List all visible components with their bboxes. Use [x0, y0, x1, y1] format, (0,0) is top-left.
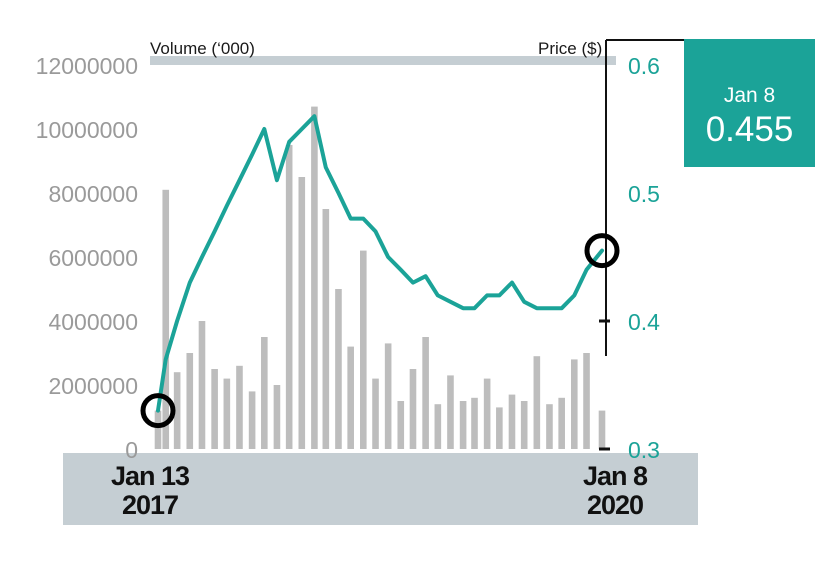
volume-bar: [397, 401, 405, 449]
volume-bar: [322, 209, 330, 449]
volume-bar: [384, 343, 392, 449]
start-date-label: Jan 13 2017: [100, 462, 200, 520]
volume-bar: [236, 365, 243, 449]
end-date-label: Jan 8 2020: [565, 462, 665, 520]
volume-bar: [533, 356, 541, 449]
volume-bar: [546, 404, 553, 449]
volume-bar: [558, 397, 565, 449]
latest-price-callout: Jan 8 0.455: [684, 39, 815, 167]
volume-bar: [311, 106, 318, 449]
date-band: [63, 453, 698, 525]
volume-bar: [583, 353, 590, 449]
volume-bar: [347, 346, 354, 449]
end-date-year: 2020: [586, 490, 644, 520]
right-tick-label: 0.4: [628, 309, 660, 335]
volume-bar: [211, 369, 218, 449]
start-date-day: Jan 13: [110, 461, 190, 491]
volume-axis-title: Volume (‘000): [150, 39, 255, 58]
volume-bar: [598, 410, 606, 449]
volume-bar: [471, 397, 478, 449]
volume-bar: [520, 401, 528, 449]
volume-bar: [496, 407, 503, 449]
volume-bar: [459, 401, 467, 449]
left-tick-label: 4000000: [48, 309, 138, 335]
callout-price: 0.455: [705, 110, 794, 149]
volume-bar: [372, 378, 379, 449]
header-band: [150, 56, 616, 65]
right-tick-label: 0.3: [628, 437, 660, 463]
volume-bar: [198, 321, 206, 449]
volume-bar: [359, 250, 367, 449]
volume-bar: [248, 391, 256, 449]
left-tick-label: 8000000: [48, 181, 138, 207]
end-date-day: Jan 8: [582, 461, 648, 491]
start-date-year: 2017: [121, 490, 179, 520]
volume-bar: [173, 372, 181, 449]
volume-bar: [186, 353, 194, 449]
price-line: [156, 114, 604, 413]
volume-bar: [335, 289, 342, 449]
volume-bar: [409, 369, 417, 449]
end-marker: [584, 233, 620, 269]
volume-bar: [223, 378, 231, 449]
volume-bar: [483, 378, 491, 449]
price-axis-title: Price ($): [538, 39, 603, 58]
volume-bar: [434, 404, 442, 449]
volume-bar: [571, 359, 578, 449]
volume-bar: [447, 375, 454, 449]
volume-bar: [508, 394, 516, 449]
callout-date: Jan 8: [723, 84, 776, 107]
volume-bar: [261, 337, 268, 449]
right-tick-label: 0.5: [628, 181, 660, 207]
left-tick-label: 0: [125, 437, 138, 463]
start-marker: [140, 393, 176, 429]
left-tick-label: 2000000: [48, 373, 138, 399]
left-tick-label: 12000000: [35, 53, 138, 79]
volume-bar: [298, 177, 306, 449]
volume-bar: [422, 337, 429, 449]
volume-bar: [285, 145, 293, 449]
left-tick-label: 6000000: [48, 245, 138, 271]
right-tick-label: 0.6: [628, 53, 660, 79]
volume-bar: [162, 189, 170, 450]
volume-bar: [273, 385, 281, 449]
volume-bar: [154, 410, 162, 449]
left-tick-label: 10000000: [35, 117, 138, 143]
